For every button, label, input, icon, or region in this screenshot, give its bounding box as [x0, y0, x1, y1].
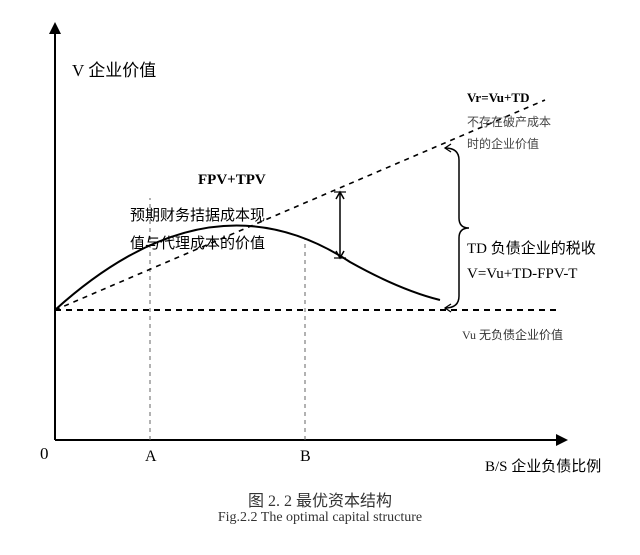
fpv-line2: 值与代理成本的价值: [130, 232, 265, 253]
origin-label: 0: [40, 444, 49, 464]
x-axis-label: B/S 企业负债比例: [485, 455, 601, 476]
fpv-title: FPV+TPV: [198, 172, 266, 189]
vr-equation: Vr=Vu+TD: [467, 90, 530, 106]
x-tick-b: B: [300, 448, 311, 466]
vr-line1: 不存在破产成本: [467, 113, 551, 130]
td-label: TD 负债企业的税收: [467, 237, 596, 258]
vu-label: Vu 无负债企业价值: [462, 326, 563, 343]
v-equation: V=Vu+TD-FPV-T: [467, 266, 577, 283]
vr-line2: 时的企业价值: [467, 135, 539, 152]
x-tick-a: A: [145, 448, 157, 466]
caption-en: Fig.2.2 The optimal capital structure: [0, 510, 640, 526]
fpv-line1: 预期财务拮据成本现: [130, 204, 265, 225]
y-axis-label: V 企业价值: [72, 56, 156, 81]
capital-structure-diagram: V 企业价值 0 A B B/S 企业负债比例 FPV+TPV 预期财务拮据成本…: [0, 0, 640, 550]
caption-cn: 图 2. 2 最优资本结构: [0, 487, 640, 511]
